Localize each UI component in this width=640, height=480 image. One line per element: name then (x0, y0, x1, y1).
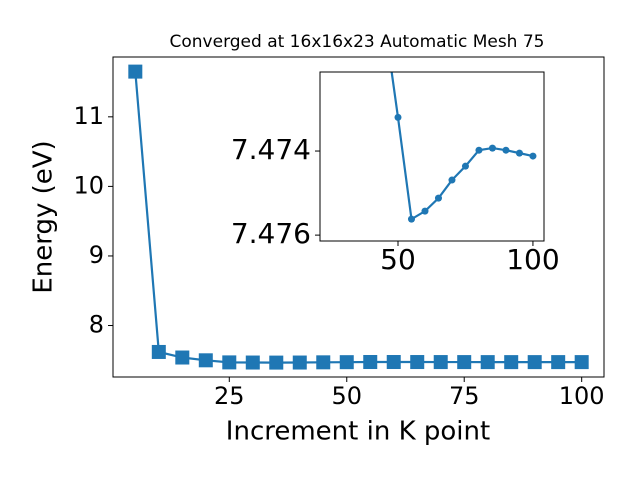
data-point (198, 353, 213, 368)
data-point (245, 355, 260, 370)
x-tick-label: 50 (380, 243, 416, 276)
data-point (339, 355, 354, 370)
chart-title: Converged at 16x16x23 Automatic Mesh 75 (170, 32, 545, 52)
data-point (410, 355, 425, 370)
x-tick-label: 75 (449, 382, 480, 410)
data-point (222, 355, 237, 370)
data-point (128, 64, 143, 79)
data-point (434, 194, 442, 202)
x-axis-label: Increment in K point (226, 417, 490, 447)
x-tick-label: 25 (214, 382, 245, 410)
y-tick-label: 7.474 (231, 133, 311, 166)
data-point (504, 355, 519, 370)
y-tick-label: 9 (89, 241, 104, 269)
data-point (529, 152, 537, 160)
data-point (488, 144, 496, 152)
data-point (269, 355, 284, 370)
y-axis-label: Energy (eV) (29, 140, 59, 293)
data-point (448, 176, 456, 184)
x-tick-label: 100 (506, 243, 559, 276)
x-tick-label: 100 (559, 382, 605, 410)
data-point (551, 355, 566, 370)
data-point (386, 355, 401, 370)
data-point (363, 355, 378, 370)
plot-layer (128, 64, 589, 370)
data-point (574, 355, 589, 370)
data-point (394, 113, 402, 121)
data-point (175, 350, 190, 365)
plot-layer (390, 72, 537, 223)
data-point (475, 146, 483, 154)
data-point (292, 355, 307, 370)
data-point (480, 355, 495, 370)
data-point (433, 355, 448, 370)
data-point (151, 344, 166, 359)
y-tick-label: 11 (73, 102, 104, 130)
x-tick-label: 50 (331, 382, 362, 410)
data-point (502, 146, 510, 154)
axes-frame (112, 56, 605, 378)
axes-frame (319, 71, 545, 242)
data-point (461, 162, 469, 170)
plot-area (320, 72, 544, 241)
data-point (457, 355, 472, 370)
data-point (515, 149, 523, 157)
y-tick-label: 10 (73, 171, 104, 199)
data-point (421, 207, 429, 215)
data-point (527, 355, 542, 370)
data-point (407, 215, 415, 223)
y-tick-label: 7.476 (231, 217, 311, 250)
data-point (316, 355, 331, 370)
y-tick-label: 8 (89, 311, 104, 339)
